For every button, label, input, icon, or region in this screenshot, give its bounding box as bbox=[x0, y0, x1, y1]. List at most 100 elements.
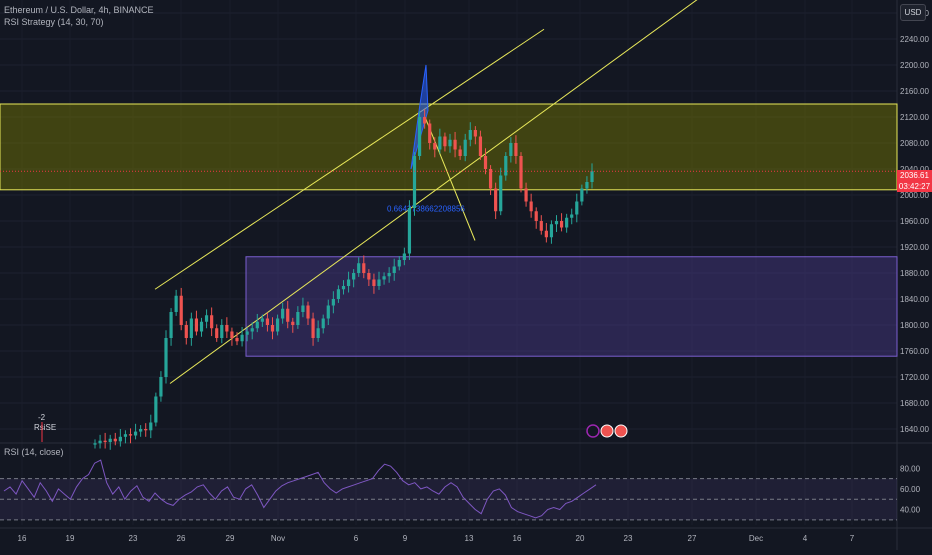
time-tick-label: 9 bbox=[403, 534, 408, 543]
time-tick-label: 7 bbox=[850, 534, 855, 543]
candle bbox=[235, 332, 239, 346]
candle bbox=[463, 133, 467, 162]
candle bbox=[352, 269, 356, 288]
candle-body bbox=[184, 325, 188, 338]
candle-body bbox=[473, 130, 477, 137]
candle-body bbox=[301, 305, 305, 312]
candle-body bbox=[341, 286, 346, 290]
candle bbox=[113, 432, 117, 446]
us-flag-icon bbox=[600, 424, 614, 438]
candle-body bbox=[225, 325, 229, 332]
candle-body bbox=[539, 221, 543, 231]
candle-body bbox=[240, 334, 244, 342]
candle bbox=[286, 300, 290, 329]
candle bbox=[448, 133, 452, 153]
candle-body bbox=[458, 149, 462, 156]
candle-body bbox=[362, 263, 366, 273]
candle-body bbox=[438, 136, 442, 150]
candle-body bbox=[194, 318, 199, 332]
price-tick-label: 2240.00 bbox=[900, 35, 929, 44]
indicator-title[interactable]: RSI Strategy (14, 30, 70) bbox=[4, 17, 104, 27]
candle-body bbox=[281, 308, 285, 319]
candle-body bbox=[463, 139, 467, 156]
candle-body bbox=[488, 169, 493, 189]
time-tick-label: 16 bbox=[18, 534, 27, 543]
candle bbox=[159, 371, 163, 402]
candle bbox=[169, 308, 173, 346]
fib-ratio-label: 0.6643738662208856 bbox=[387, 204, 465, 213]
candle-body bbox=[149, 422, 153, 431]
rsi-tick-label: 40.00 bbox=[900, 506, 921, 515]
candle bbox=[534, 207, 538, 229]
candle-body bbox=[169, 312, 173, 338]
candle bbox=[265, 312, 270, 332]
candle bbox=[250, 322, 254, 340]
candle-body bbox=[270, 325, 275, 332]
candle-body bbox=[159, 377, 163, 397]
candle bbox=[565, 213, 569, 233]
candle bbox=[402, 247, 406, 266]
candle bbox=[260, 314, 264, 327]
candle-body bbox=[296, 312, 300, 325]
time-tick-label: 26 bbox=[177, 534, 186, 543]
candle-body bbox=[494, 188, 498, 212]
candle bbox=[362, 255, 366, 279]
candle bbox=[549, 220, 554, 244]
rsi-legend[interactable]: RSI (14, close) bbox=[4, 447, 64, 457]
candle bbox=[154, 392, 158, 427]
price-tick-label: 2160.00 bbox=[900, 87, 929, 96]
us-flag-icon bbox=[614, 424, 628, 438]
time-tick-label: 16 bbox=[513, 534, 522, 543]
rsi-line bbox=[3, 459, 597, 519]
candle-body bbox=[210, 315, 214, 329]
candle-body bbox=[199, 321, 204, 332]
candle bbox=[194, 310, 199, 336]
candle-body bbox=[372, 279, 376, 286]
candle-body bbox=[397, 260, 401, 267]
candle bbox=[570, 208, 574, 225]
candle-body bbox=[275, 318, 280, 332]
price-tick-label: 1680.00 bbox=[900, 399, 929, 408]
candle bbox=[346, 271, 351, 293]
candle bbox=[377, 271, 381, 290]
symbol-title[interactable]: Ethereum / U.S. Dollar, 4h, BINANCE bbox=[4, 5, 154, 15]
candle bbox=[118, 429, 122, 447]
candle bbox=[108, 434, 112, 450]
candle-body bbox=[98, 440, 102, 444]
candle bbox=[458, 145, 462, 160]
candle bbox=[179, 287, 183, 331]
candle-body bbox=[103, 440, 107, 442]
candle bbox=[580, 184, 584, 206]
candle bbox=[301, 297, 305, 318]
time-tick-label: 4 bbox=[803, 534, 808, 543]
candle bbox=[270, 317, 275, 340]
candle bbox=[245, 327, 249, 342]
candle-body bbox=[554, 221, 559, 225]
candle bbox=[296, 306, 300, 329]
candle-body bbox=[534, 211, 538, 221]
lightning-icon bbox=[586, 424, 600, 438]
time-tick-label: 13 bbox=[465, 534, 474, 543]
candle bbox=[98, 434, 102, 449]
currency-button[interactable]: USD bbox=[900, 4, 926, 21]
time-tick-label: Nov bbox=[271, 534, 285, 543]
trendline-lower-channel bbox=[169, 0, 698, 384]
candle-body bbox=[230, 331, 234, 338]
candle-body bbox=[443, 136, 447, 147]
candle-body bbox=[575, 201, 579, 215]
candle bbox=[341, 280, 346, 295]
candle-body bbox=[144, 429, 148, 431]
candle bbox=[478, 130, 483, 160]
candle bbox=[255, 313, 259, 333]
candle bbox=[529, 193, 533, 218]
candle bbox=[306, 301, 310, 325]
candle-body bbox=[123, 434, 128, 437]
price-tick-label: 2000.00 bbox=[900, 191, 929, 200]
time-tick-label: 27 bbox=[688, 534, 697, 543]
candle bbox=[524, 182, 528, 207]
rsi-tick-label: 60.00 bbox=[900, 485, 921, 494]
candle-body bbox=[468, 130, 472, 140]
candle bbox=[199, 317, 204, 337]
